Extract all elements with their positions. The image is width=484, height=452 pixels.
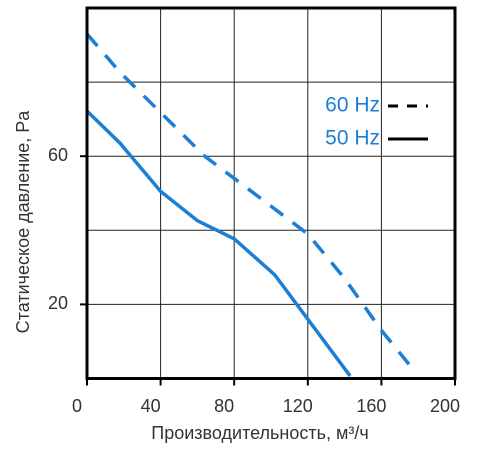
legend-label: 50 Hz	[325, 127, 380, 150]
curve	[85, 109, 352, 377]
curve	[85, 32, 416, 373]
x-tick-label: 200	[430, 396, 460, 416]
plot-frame	[85, 6, 457, 380]
x-tick-label: 120	[283, 396, 313, 416]
x-tick-label: 40	[141, 396, 161, 416]
x-tick-label: 80	[214, 396, 234, 416]
x-axis-label: Производительность, м³/ч	[151, 423, 368, 443]
x-tick-label: 160	[356, 396, 386, 416]
legend-label: 60 Hz	[325, 94, 380, 117]
x-tick-label: 0	[72, 396, 82, 416]
y-tick-label: 20	[48, 293, 68, 313]
y-axis-label: Статическое давление, Pa	[13, 110, 33, 334]
y-tick-label: 60	[48, 145, 68, 165]
